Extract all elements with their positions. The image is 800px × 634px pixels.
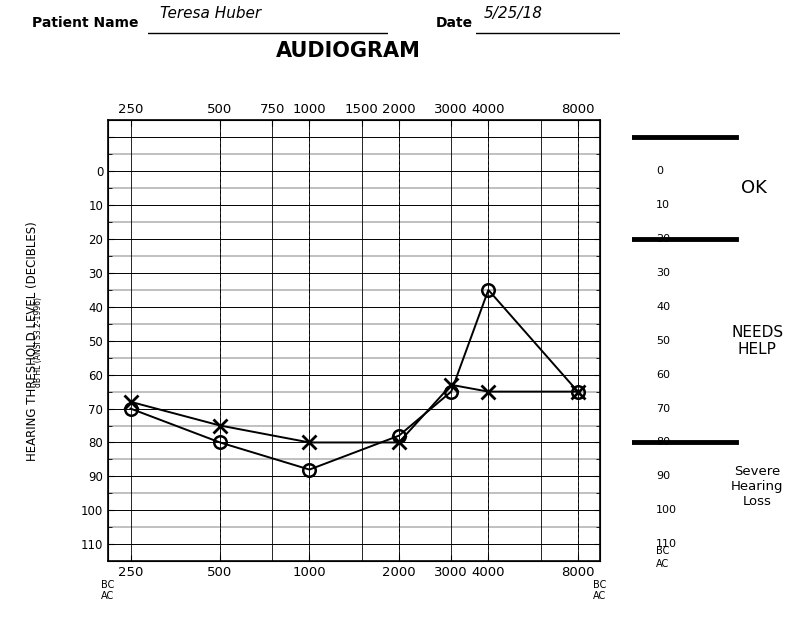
Text: Patient Name: Patient Name [32,16,138,30]
Text: BC: BC [594,580,606,590]
Text: AC: AC [656,559,670,569]
Text: 80: 80 [656,437,670,448]
Text: 20: 20 [656,234,670,244]
Y-axis label: HEARING THRESHOLD LEVEL (DECIBLES): HEARING THRESHOLD LEVEL (DECIBLES) [26,221,39,461]
Text: 90: 90 [656,471,670,481]
Text: Date: Date [436,16,473,30]
Text: BC: BC [656,546,670,556]
Text: dB HL (ANSI S3.2-1996): dB HL (ANSI S3.2-1996) [34,297,43,387]
Text: OK: OK [741,179,766,197]
Text: 60: 60 [656,370,670,380]
Text: 30: 30 [656,268,670,278]
Text: 10: 10 [656,200,670,210]
Text: 70: 70 [656,404,670,413]
Text: 40: 40 [656,302,670,312]
Text: 100: 100 [656,505,677,515]
Text: BC: BC [102,580,114,590]
Text: AC: AC [102,591,114,601]
Text: Teresa Huber: Teresa Huber [160,6,261,21]
Text: 5/25/18: 5/25/18 [483,6,542,21]
Text: 0: 0 [656,166,663,176]
Text: Severe
Hearing
Loss: Severe Hearing Loss [731,465,784,508]
Text: 110: 110 [656,539,677,549]
Text: 50: 50 [656,336,670,346]
Text: AC: AC [594,591,606,601]
Text: NEEDS
HELP: NEEDS HELP [731,325,783,357]
Text: AUDIOGRAM: AUDIOGRAM [275,41,421,61]
